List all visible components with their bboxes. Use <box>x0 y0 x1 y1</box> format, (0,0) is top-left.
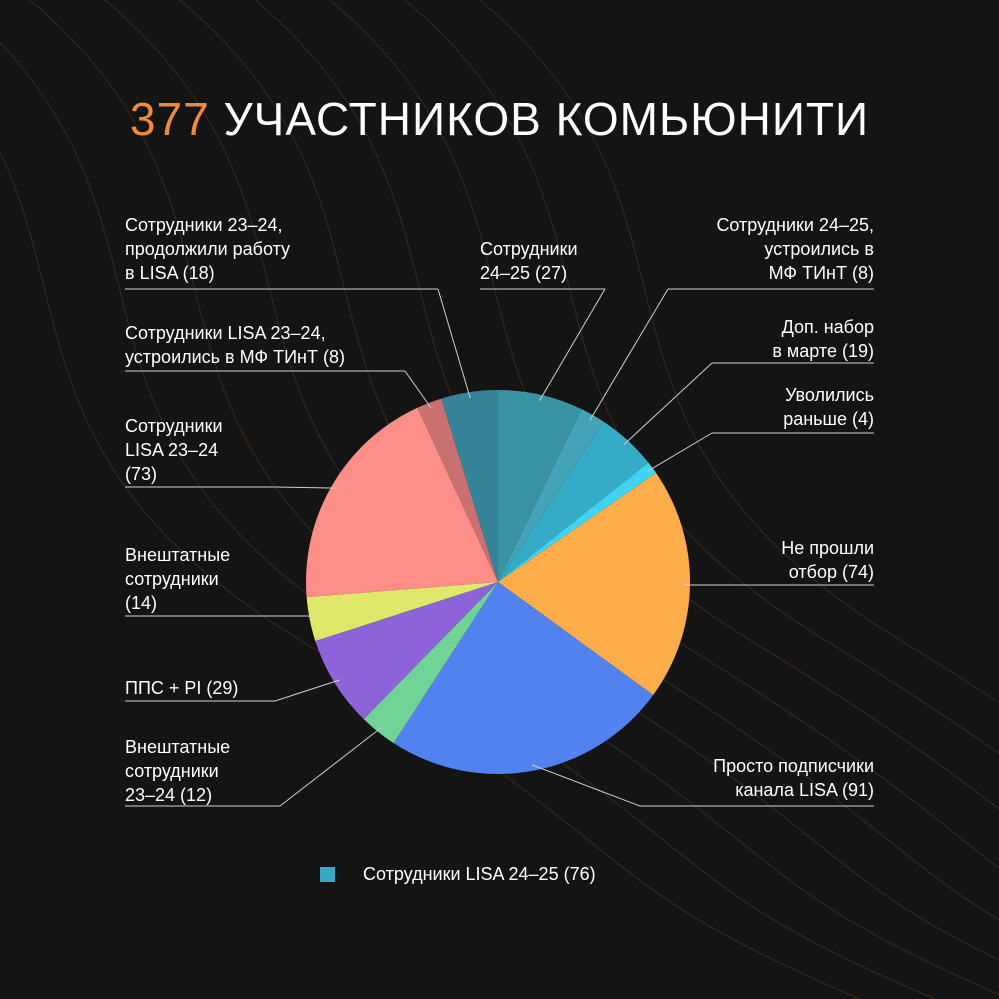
leader-line <box>647 432 713 472</box>
leader-line <box>531 764 641 807</box>
slice-label: Внештатные сотрудники 23–24 (12) <box>125 737 231 805</box>
title-number: 377 <box>129 93 210 145</box>
slice-label: Внештатные сотрудники (14) <box>125 545 231 613</box>
slice-label: Сотрудники 24–25, устроились в МФ ТИнТ (… <box>716 215 874 283</box>
pie-slice <box>498 472 690 695</box>
leader-line <box>279 726 383 807</box>
legend: Сотрудники LISA 24–25 (76) <box>320 864 596 885</box>
title-text: УЧАСТНИКОВ КОМЬЮНИТИ <box>223 93 870 145</box>
leader-line <box>307 615 316 619</box>
legend-swatch <box>320 867 335 882</box>
pie-slice <box>315 582 498 720</box>
wave-line <box>404 0 999 755</box>
wave-line <box>0 150 861 999</box>
leader-line <box>539 288 606 401</box>
pie-slice <box>363 582 498 744</box>
slice-label: Просто подписчики канала LISA (91) <box>713 756 874 800</box>
pie-slice <box>498 390 582 582</box>
leader-line <box>404 370 432 409</box>
pie-slice <box>498 421 649 582</box>
pie-slice <box>498 409 604 582</box>
legend-label: Сотрудники LISA 24–25 (76) <box>363 864 596 884</box>
leader-line <box>437 288 471 399</box>
chart-title: 377 УЧАСТНИКОВ КОМЬЮНИТИ <box>0 92 999 146</box>
slice-label: Не прошли отбор (74) <box>781 538 874 582</box>
leader-line <box>274 679 340 702</box>
slice-label: Сотрудники 24–25 (27) <box>480 239 578 283</box>
leader-line <box>589 288 669 421</box>
pie-slice <box>417 398 498 582</box>
pie-slice <box>441 390 498 582</box>
slice-label: Сотрудники LISA 23–24 (73) <box>125 416 223 484</box>
slice-label: ППС + PI (29) <box>125 678 239 698</box>
leader-line <box>683 583 689 586</box>
leader-line <box>623 362 713 446</box>
leader-line <box>274 486 338 489</box>
wave-line <box>479 0 999 704</box>
slice-label: Сотрудники 23–24, продолжили работу в LI… <box>125 215 291 283</box>
slice-label: Доп. набор в марте (19) <box>772 317 874 361</box>
pie-slice <box>305 407 498 598</box>
pie-slice <box>306 582 498 642</box>
wave-line <box>329 0 999 810</box>
pie-slice <box>393 582 654 774</box>
pie-slice <box>498 462 657 582</box>
slice-label: Сотрудники LISA 23–24, устроились в МФ Т… <box>125 323 345 367</box>
slice-label: Уволились раньше (4) <box>783 385 874 429</box>
